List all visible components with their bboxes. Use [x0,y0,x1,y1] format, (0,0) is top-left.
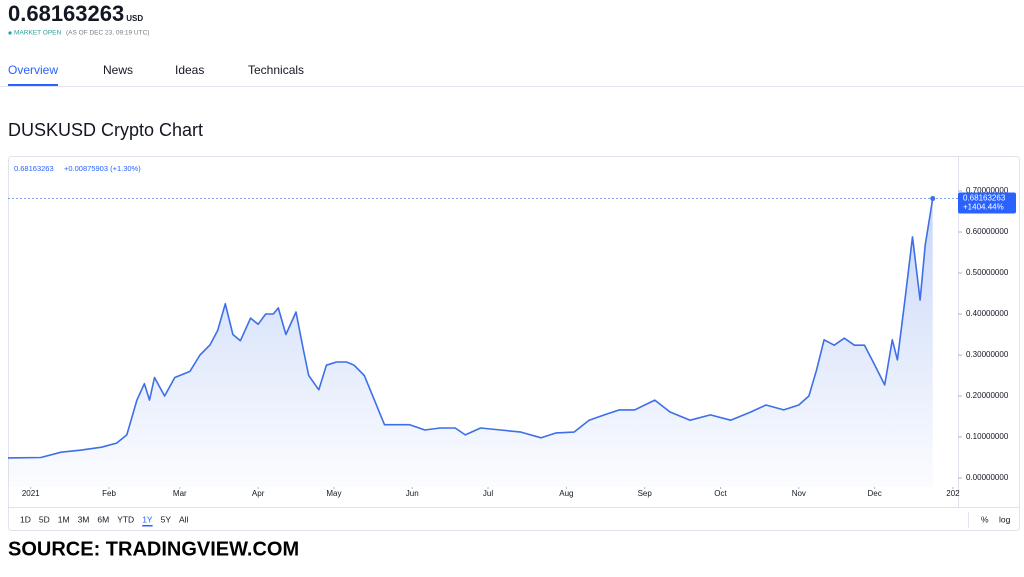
y-tick-label: 0.40000000 [966,309,1009,318]
price-line [7,198,934,459]
x-tick-label: 2021 [22,489,40,498]
y-tick-label: 0.60000000 [966,227,1009,236]
tab[interactable]: News [103,63,133,77]
range-button[interactable]: 3M [78,514,90,524]
price: 0.68163263 [8,1,124,26]
tab[interactable]: Ideas [175,63,204,77]
range-button[interactable]: YTD [117,514,134,524]
x-tick-label: Jul [483,489,493,498]
y-tick-label: 0.70000000 [966,186,1009,195]
tab[interactable]: Overview [8,63,58,77]
last-point [930,196,936,202]
y-tick-label: 0.10000000 [966,432,1009,441]
tab-underline [8,84,59,86]
legend-price: 0.68163263 [14,164,54,173]
section-title: DUSKUSD Crypto Chart [8,120,203,140]
x-tick-label: Mar [173,489,187,498]
price-tag [958,192,1016,214]
price-tag-value: 0.68163263 [963,194,1006,203]
as-of: (AS OF DEC 23, 09:19 UTC) [66,30,149,37]
x-tick-label: Nov [792,489,806,498]
x-tick-label: 202 [946,489,960,498]
range-button[interactable]: 1M [58,514,70,524]
range-button[interactable]: All [179,514,189,524]
x-tick-label: May [326,489,341,498]
currency: USD [126,14,143,23]
y-tick-label: 0.20000000 [966,391,1009,400]
x-tick-label: Sep [638,489,653,498]
x-tick-label: Feb [102,489,116,498]
status-dot [8,31,12,35]
range-button[interactable]: 1D [20,514,31,524]
chart-frame [8,156,1020,531]
area [8,198,933,487]
tabs: Overview News Ideas Technicals [8,63,304,86]
legend-change: +0.00875903 (+1.30%) [64,164,141,173]
x-tick-label: Oct [714,489,727,498]
scale-option[interactable]: % [981,514,989,524]
scale-option[interactable]: log [999,514,1011,524]
plot: 0.00000000 0.10000000 0.20000000 0.30000000… [7,186,1016,527]
y-tick-label: 0.30000000 [966,350,1009,359]
source: SOURCE: TRADINGVIEW.COM [8,538,299,560]
x-tick-label: Jun [406,489,419,498]
x-tick-label: Dec [868,489,882,498]
price-tag-change: +1404.44% [963,203,1004,212]
x-tick-label: Aug [559,489,573,498]
range-button[interactable]: 1Y [142,514,153,524]
range-underline [142,525,153,527]
range-button[interactable]: 6M [97,514,109,524]
y-tick-label: 0.00000000 [966,473,1009,482]
range-button[interactable]: 5Y [161,514,172,524]
range-button[interactable]: 5D [39,514,50,524]
x-tick-label: Apr [252,489,265,498]
market-status: MARKET OPEN [14,30,62,37]
y-tick-label: 0.50000000 [966,268,1009,277]
tab[interactable]: Technicals [248,63,304,77]
